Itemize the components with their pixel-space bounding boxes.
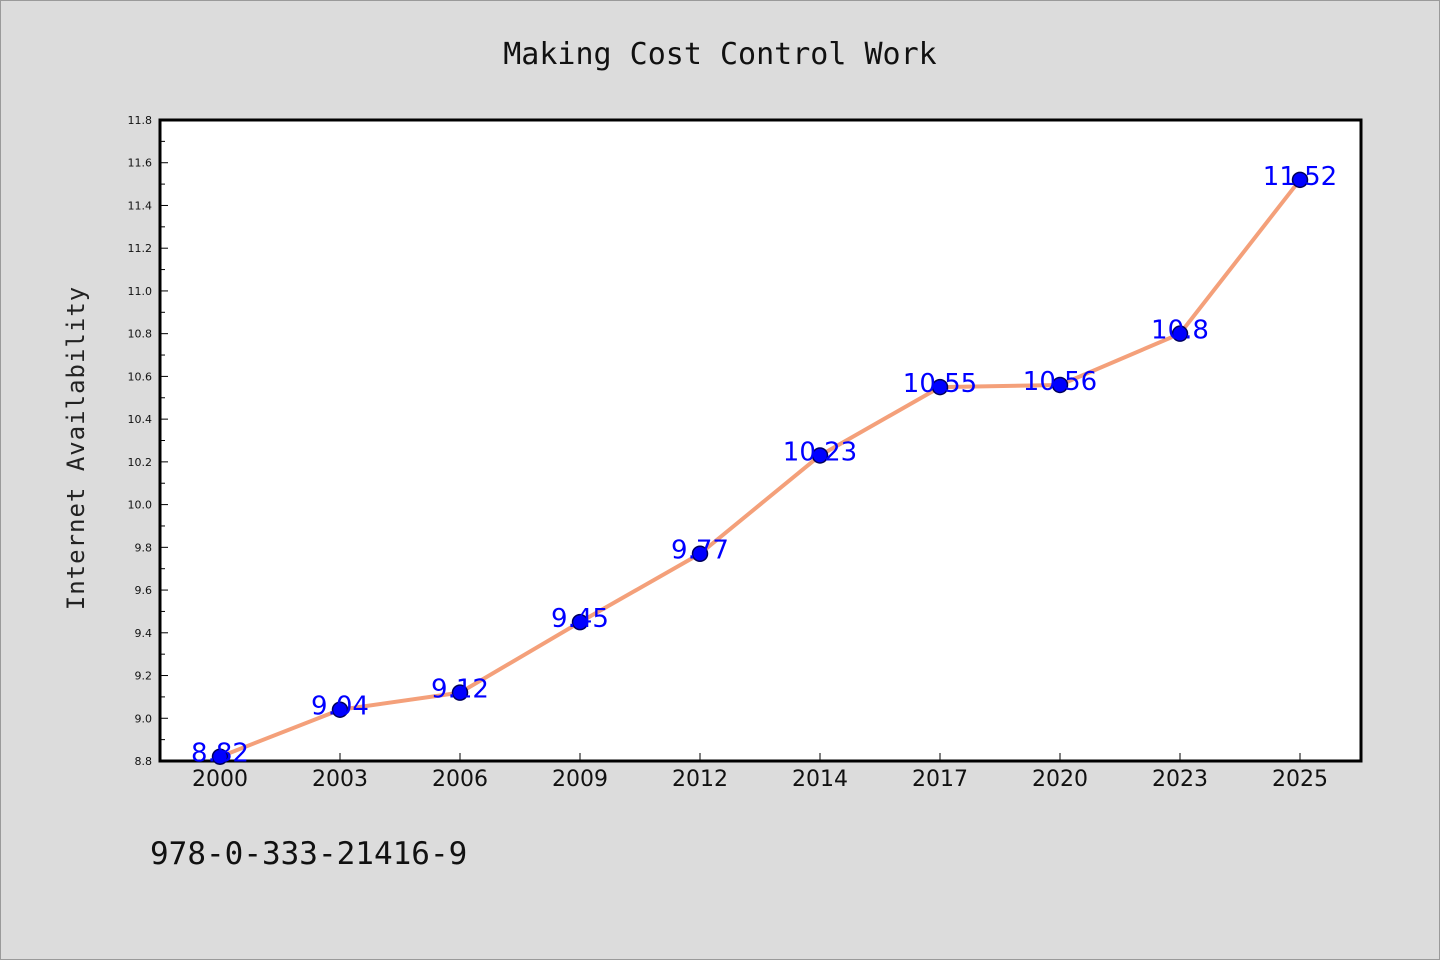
data-point — [811, 447, 829, 464]
x-tick-label: 2025 — [1272, 767, 1328, 792]
data-label: 9.04 — [311, 692, 369, 722]
y-tick-label: 11.0 — [128, 285, 153, 298]
y-tick-label: 10.2 — [128, 456, 153, 469]
data-point — [1291, 171, 1309, 189]
data-point — [691, 545, 709, 562]
y-tick-label: 10.6 — [128, 370, 153, 383]
data-label: 9.77 — [671, 536, 729, 566]
y-tick-label: 9.0 — [135, 712, 153, 725]
x-tick-label: 2014 — [792, 767, 848, 792]
plot-area — [158, 118, 1363, 763]
x-tick-label: 2017 — [912, 767, 968, 792]
data-label: 10.8 — [1151, 316, 1209, 346]
x-tick-label: 2003 — [312, 767, 368, 792]
y-tick-label: 11.6 — [128, 157, 153, 170]
y-tick-label: 11.4 — [128, 199, 153, 212]
data-point — [1051, 376, 1069, 394]
x-tick-label: 2023 — [1152, 767, 1208, 792]
data-label: 9.12 — [431, 675, 489, 705]
x-tick-label: 2020 — [1032, 767, 1088, 792]
data-point — [451, 684, 469, 701]
data-label: 8.82 — [191, 739, 249, 769]
data-point — [331, 701, 349, 718]
data-label: 10.23 — [783, 437, 857, 467]
y-tick-label: 9.8 — [135, 541, 153, 554]
y-tick-label: 9.4 — [135, 627, 153, 640]
y-tick-label: 10.8 — [128, 328, 153, 341]
isbn-text: 978-0-333-21416-9 — [150, 836, 467, 872]
data-point — [211, 748, 229, 765]
y-tick-label: 11.2 — [128, 242, 153, 255]
data-label: 9.45 — [551, 604, 609, 634]
x-tick-label: 2006 — [432, 767, 488, 792]
data-point — [571, 613, 589, 631]
data-point — [1171, 325, 1189, 342]
x-tick-label: 2009 — [552, 767, 608, 792]
x-tick-label: 2000 — [192, 767, 248, 792]
y-axis-ticks: 8.8 9.0 9.2 9.4 9.6 9.8 10.0 10.2 10.4 10.6 10.8 11… — [128, 114, 168, 768]
series-line — [219, 178, 1302, 759]
data-point — [931, 378, 949, 396]
data-label: 11.52 — [1263, 162, 1337, 192]
x-axis-ticks: 2000 2003 2006 2009 2012 2014 2017 2020 2023 2025 — [192, 753, 1328, 792]
y-tick-label: 9.6 — [135, 584, 153, 597]
y-tick-label: 11.8 — [128, 114, 153, 127]
y-tick-label: 10.4 — [128, 413, 153, 426]
series-group: 8.82 9.04 9.12 9.45 9.77 10.23 10.55 10.56 10.8 1… — [191, 162, 1337, 769]
x-tick-label: 2012 — [672, 767, 728, 792]
data-label: 10.55 — [903, 369, 977, 399]
data-label: 10.56 — [1023, 367, 1097, 397]
y-axis-label: Internet Availability — [62, 286, 90, 610]
y-tick-label: 10.0 — [128, 499, 153, 512]
y-tick-label: 9.2 — [135, 670, 153, 683]
chart-title: Making Cost Control Work — [503, 37, 936, 72]
y-tick-label: 8.8 — [135, 755, 153, 768]
